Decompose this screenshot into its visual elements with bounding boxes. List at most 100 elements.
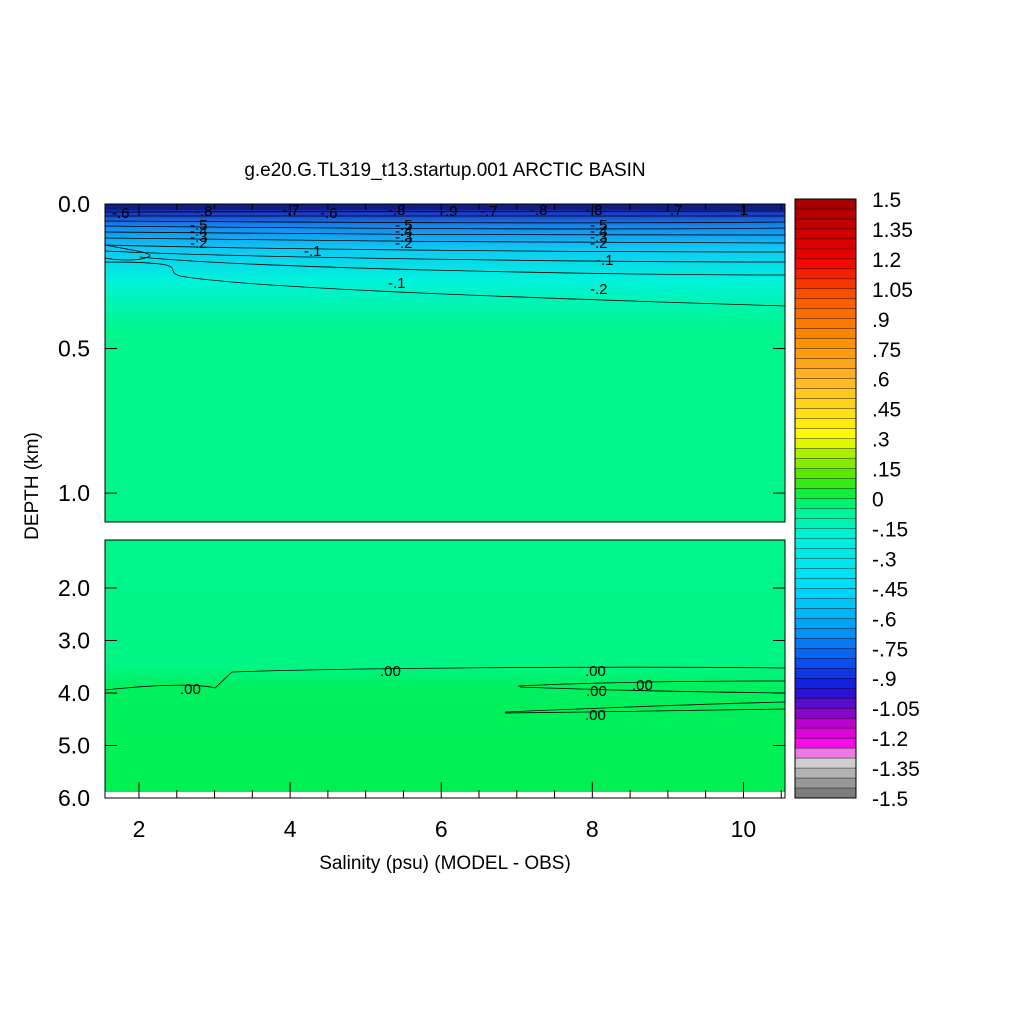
contour-label: .00 <box>632 677 653 694</box>
x-tick-label: 10 <box>731 816 757 842</box>
colorbar-segment <box>794 388 857 400</box>
colorbar-label: .3 <box>872 429 890 452</box>
contour-label: -.8 <box>388 202 406 219</box>
contour-label: -.1 <box>388 275 406 292</box>
contour-label: -.4 <box>190 223 208 240</box>
x-tick-label: 6 <box>435 816 448 842</box>
lower-panel-field <box>105 540 785 792</box>
colorbar-segment <box>794 658 857 669</box>
contour-line <box>104 250 786 263</box>
contour-labels: -.6 -.8 -.7 -.6 -.8 -.9 -.7 -.8 -.8 -.7 -1-.5-.4-.… <box>112 202 748 724</box>
colorbar-frame <box>794 198 857 799</box>
colorbar-label: .45 <box>872 399 901 422</box>
colorbar-label: -.3 <box>872 548 897 571</box>
colorbar-segment <box>794 538 857 549</box>
colorbar-segment <box>794 328 857 340</box>
contour-label: -.1 <box>304 243 322 260</box>
colorbar-segment <box>794 488 857 499</box>
contour-line <box>104 225 786 230</box>
colorbar-segment <box>794 288 857 300</box>
colorbar-label: .75 <box>872 339 901 362</box>
colorbar: 1.5 1.35 1.2 1.05 .9 .75 .6 .45 .3 .15 0 -.15 -.3 -.4… <box>794 189 920 811</box>
colorbar-segment <box>794 678 857 689</box>
upper-panel <box>104 203 786 523</box>
colorbar-segment <box>794 747 857 759</box>
contour-line <box>517 680 786 687</box>
lower-contour-lines <box>104 666 786 714</box>
colorbar-segment <box>794 558 857 569</box>
contour-label: -.6 <box>112 205 130 222</box>
colorbar-segment <box>794 308 857 320</box>
colorbar-segment <box>794 208 857 220</box>
x-tick-label: 4 <box>284 816 297 842</box>
colorbar-label: -1.2 <box>872 728 908 751</box>
colorbar-segment <box>794 438 857 450</box>
contour-line <box>104 666 786 691</box>
colorbar-label: 1.35 <box>872 219 913 242</box>
colorbar-segment <box>794 727 857 739</box>
colorbar-segment <box>794 368 857 380</box>
contour-label: -.5 <box>590 217 608 234</box>
colorbar-label: 1.05 <box>872 279 913 302</box>
contour-label: -1 <box>735 202 748 219</box>
x-axis-label: Salinity (psu) (MODEL - OBS) <box>319 853 571 874</box>
colorbar-segment <box>794 697 857 709</box>
colorbar-segment <box>794 717 857 729</box>
colorbar-segment <box>794 648 857 659</box>
colorbar-segment <box>794 568 857 579</box>
y-axis-label: DEPTH (km) <box>22 432 43 540</box>
contour-label: -.9 <box>440 203 458 220</box>
y-tick-label: 5.0 <box>58 733 90 759</box>
colorbar-segment <box>794 468 857 480</box>
upper-panel-field <box>105 204 785 522</box>
colorbar-segment <box>794 338 857 350</box>
colorbar-label: .9 <box>872 309 890 332</box>
contour-label: -.3 <box>190 229 208 246</box>
y-tick-label: 6.0 <box>58 785 90 811</box>
contour-label: -.7 <box>665 202 683 219</box>
colorbar-segment <box>794 528 857 539</box>
colorbar-label: 1.5 <box>872 189 901 212</box>
contour-label: .00 <box>585 663 606 680</box>
y-tick-label: 4.0 <box>58 680 90 706</box>
colorbar-label: 0 <box>872 489 884 512</box>
contour-line <box>104 220 786 224</box>
colorbar-label: 1.2 <box>872 249 901 272</box>
contour-line <box>504 701 786 713</box>
colorbar-segment <box>794 358 857 370</box>
chart-title: g.e20.G.TL319_t13.startup.001 ARCTIC BAS… <box>244 160 645 181</box>
colorbar-segment <box>794 218 857 230</box>
lower-panel-frame <box>104 539 786 799</box>
colorbar-label: -.75 <box>872 638 908 661</box>
lower-panel-gap <box>105 792 785 798</box>
y-tick-label: 1.0 <box>58 480 90 506</box>
contour-label: -.2 <box>395 235 413 252</box>
y-tick-label: 2.0 <box>58 575 90 601</box>
colorbar-label: -.45 <box>872 578 908 601</box>
y-tick-label: 0.5 <box>58 336 90 362</box>
contour-line <box>504 708 786 714</box>
colorbar-segment <box>794 418 857 430</box>
colorbar-segment <box>794 518 857 529</box>
colorbar-segment <box>794 787 857 799</box>
colorbar-segment <box>794 707 857 719</box>
contour-label: .00 <box>380 663 401 680</box>
colorbar-segment <box>794 588 857 599</box>
colorbar-segment <box>794 737 857 749</box>
x-tick-label: 2 <box>133 816 146 842</box>
colorbar-segment <box>794 248 857 260</box>
colorbar-label: -1.35 <box>872 758 920 781</box>
colorbar-segment <box>794 268 857 280</box>
contour-line <box>104 244 151 261</box>
contour-label: -.6 <box>320 205 338 222</box>
colorbar-label: .6 <box>872 369 890 392</box>
contour-label: -.2 <box>590 235 608 252</box>
contour-label: -.1 <box>596 252 614 269</box>
colorbar-segment <box>794 198 857 210</box>
colorbar-segment <box>794 298 857 310</box>
colorbar-segment <box>794 228 857 240</box>
contour-label: .00 <box>585 707 606 724</box>
colorbar-segment <box>794 598 857 609</box>
colorbar-segment <box>794 777 857 789</box>
colorbar-segment <box>794 458 857 470</box>
